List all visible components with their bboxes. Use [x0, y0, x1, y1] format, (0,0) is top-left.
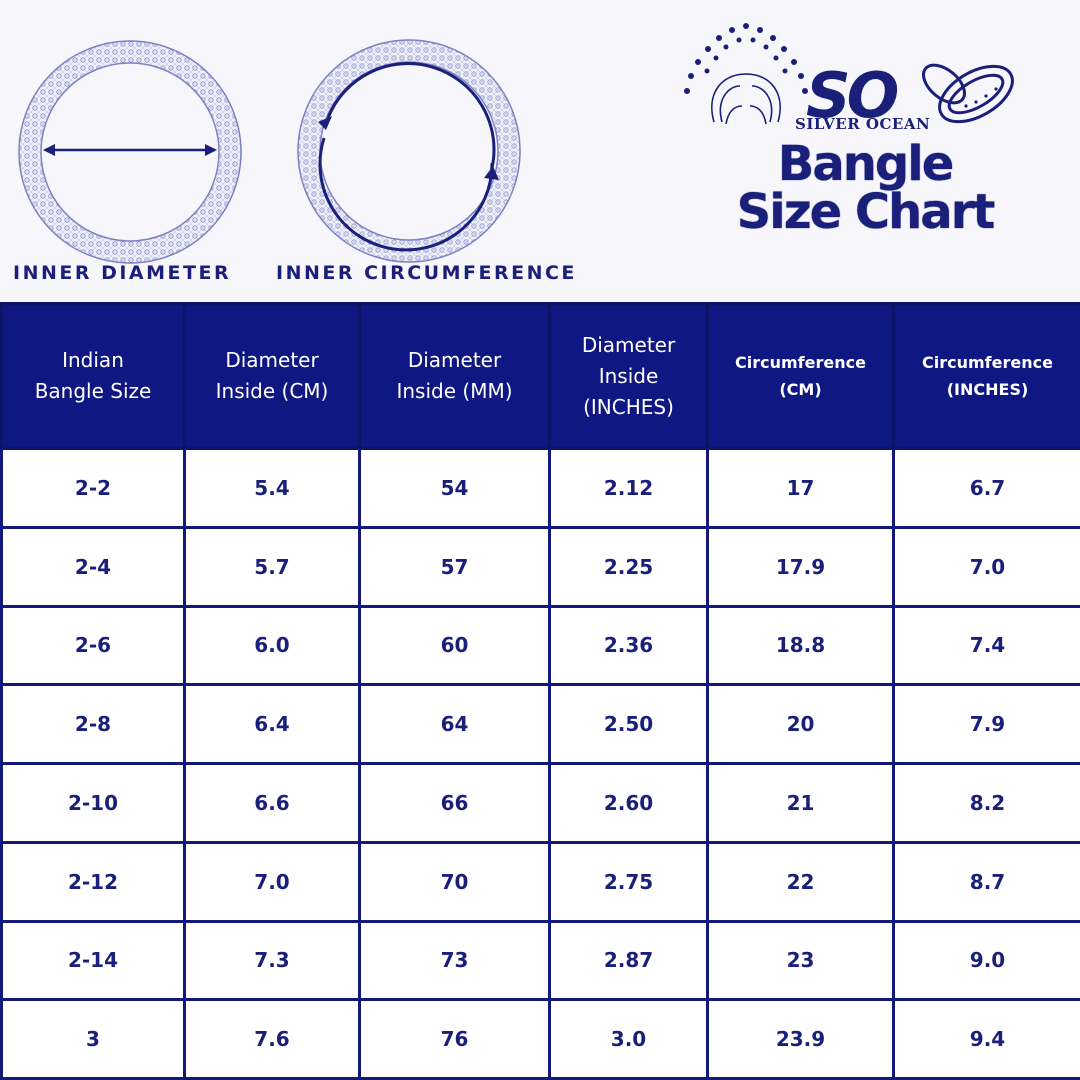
table-cell: 23.9	[706, 998, 895, 1080]
table-cell: 70	[358, 840, 551, 923]
table-cell: 2.75	[548, 840, 709, 923]
inner-circumference-label: INNER CIRCUMFERENCE	[276, 262, 577, 284]
circumference-arrow	[318, 137, 494, 252]
table-cell: 3	[0, 998, 186, 1080]
table-cell: 2-12	[0, 840, 186, 923]
table-cell: 7.0	[892, 525, 1080, 608]
title-line-2: Size Chart	[736, 184, 996, 240]
table-cell: 7.6	[183, 998, 361, 1080]
header-circumference-inches: Circumference (INCHES)	[892, 302, 1080, 450]
table-row: 2-4 5.7 57 2.25 17.9 7.0	[0, 525, 1080, 608]
table-cell: 2-6	[0, 604, 186, 687]
peacock-icon	[711, 73, 781, 125]
header-diameter-mm: Diameter Inside (MM)	[358, 302, 551, 450]
table-cell: 2-10	[0, 762, 186, 844]
header-diameter-cm: Diameter Inside (CM)	[183, 302, 361, 450]
table-cell: 2.50	[548, 683, 709, 765]
brand-name: SILVER OCEAN	[795, 115, 931, 133]
table-cell: 2-14	[0, 919, 186, 1002]
table-cell: 7.0	[183, 840, 361, 923]
table-cell: 57	[358, 525, 551, 608]
table-cell: 8.2	[892, 762, 1080, 844]
table-cell: 6.4	[183, 683, 361, 765]
title-line-1: Bangle	[777, 136, 955, 192]
inner-diameter-diagram	[15, 40, 245, 274]
header-diameter-inches: Diameter Inside (INCHES)	[548, 302, 709, 450]
table-cell: 8.7	[892, 840, 1080, 923]
table-cell: 64	[358, 683, 551, 765]
bangle-size-table: Indian Bangle Size Diameter Inside (CM) Di…	[0, 302, 1080, 1080]
table-cell: 76	[358, 998, 551, 1080]
bangle-icon	[922, 63, 1014, 124]
table-row: 2-2 5.4 54 2.12 17 6.7	[0, 447, 1080, 529]
table-cell: 17	[706, 447, 895, 529]
table-cell: 2.25	[548, 525, 709, 608]
table-header-row: Indian Bangle Size Diameter Inside (CM) Di…	[0, 302, 1080, 450]
table-row: 2-14 7.3 73 2.87 23 9.0	[0, 919, 1080, 1002]
table-cell: 54	[358, 447, 551, 529]
table-row: 2-12 7.0 70 2.75 22 8.7	[0, 840, 1080, 923]
table-cell: 60	[358, 604, 551, 687]
table-cell: 2.60	[548, 762, 709, 844]
table-cell: 2.87	[548, 919, 709, 1002]
inner-diameter-label: INNER DIAMETER	[13, 262, 232, 284]
table-cell: 66	[358, 762, 551, 844]
table-row: 2-10 6.6 66 2.60 21 8.2	[0, 762, 1080, 844]
table-cell: 2.12	[548, 447, 709, 529]
table-cell: 9.0	[892, 919, 1080, 1002]
table-row: 3 7.6 76 3.0 23.9 9.4	[0, 998, 1080, 1080]
table-cell: 7.9	[892, 683, 1080, 765]
table-cell: 21	[706, 762, 895, 844]
logo-monogram: SO	[806, 59, 899, 132]
table-cell: 5.4	[183, 447, 361, 529]
table-row: 2-8 6.4 64 2.50 20 7.9	[0, 683, 1080, 765]
inner-circumference-diagram	[294, 38, 524, 272]
table-cell: 2-8	[0, 683, 186, 765]
table-cell: 6.0	[183, 604, 361, 687]
table-row: 2-6 6.0 60 2.36 18.8 7.4	[0, 604, 1080, 687]
table-cell: 2-2	[0, 447, 186, 529]
table-cell: 2-4	[0, 525, 186, 608]
table-cell: 5.7	[183, 525, 361, 608]
table-cell: 7.4	[892, 604, 1080, 687]
table-cell: 7.3	[183, 919, 361, 1002]
table-cell: 6.7	[892, 447, 1080, 529]
table-cell: 6.6	[183, 762, 361, 844]
header-indian-bangle-size: Indian Bangle Size	[0, 302, 186, 450]
table-cell: 18.8	[706, 604, 895, 687]
table-cell: 2.36	[548, 604, 709, 687]
table-cell: 9.4	[892, 998, 1080, 1080]
header-area: INNER DIAMETER INNER CIRCUMFERENCE	[0, 0, 1080, 302]
table-cell: 22	[706, 840, 895, 923]
table-cell: 17.9	[706, 525, 895, 608]
table-cell: 3.0	[548, 998, 709, 1080]
silver-ocean-logo: SO	[676, 14, 1026, 144]
table-cell: 73	[358, 919, 551, 1002]
page-title: Bangle Size Chart	[730, 140, 1000, 236]
header-circumference-cm: Circumference (CM)	[706, 302, 895, 450]
table-cell: 20	[706, 683, 895, 765]
table-cell: 23	[706, 919, 895, 1002]
